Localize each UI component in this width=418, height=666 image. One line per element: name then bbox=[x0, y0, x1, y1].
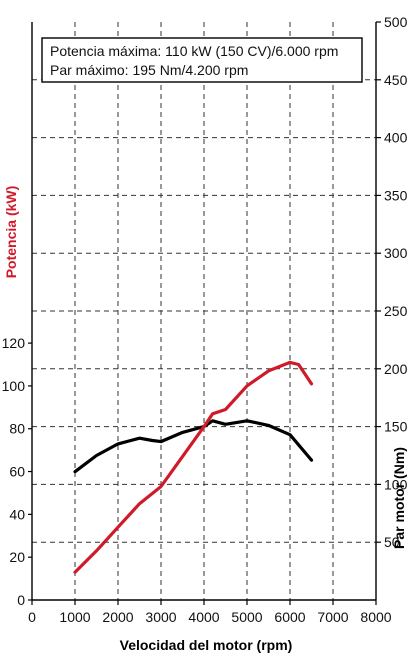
x-tick-label: 7000 bbox=[317, 609, 348, 625]
left-tick-label: 20 bbox=[9, 549, 25, 565]
right-tick-label: 200 bbox=[384, 361, 408, 377]
right-tick-label: 300 bbox=[384, 245, 408, 261]
left-axis-title: Potencia (kW) bbox=[3, 186, 19, 279]
right-tick-label: 350 bbox=[384, 187, 408, 203]
x-tick-label: 2000 bbox=[102, 609, 133, 625]
max-power-text: Potencia máxima: 110 kW (150 CV)/6.000 r… bbox=[50, 43, 338, 59]
right-tick-label: 250 bbox=[384, 303, 408, 319]
grid bbox=[32, 22, 376, 600]
x-tick-label: 4000 bbox=[188, 609, 219, 625]
power-curve-line bbox=[73, 360, 314, 574]
right-tick-label: 500 bbox=[384, 14, 408, 30]
left-tick-label: 0 bbox=[17, 592, 25, 608]
left-tick-label: 100 bbox=[2, 378, 26, 394]
right-tick-label: 150 bbox=[384, 419, 408, 435]
left-tick-label: 60 bbox=[9, 464, 25, 480]
right-axis-title: Par motor (Nm) bbox=[391, 447, 407, 549]
x-tick-label: 5000 bbox=[231, 609, 262, 625]
x-tick-label: 0 bbox=[28, 609, 36, 625]
right-tick-label: 400 bbox=[384, 130, 408, 146]
x-tick-label: 8000 bbox=[360, 609, 391, 625]
left-tick-label: 120 bbox=[2, 335, 26, 351]
annotation-box bbox=[41, 37, 363, 83]
x-axis-title: Velocidad del motor (rpm) bbox=[120, 637, 293, 653]
series-group bbox=[73, 360, 314, 574]
x-tick-label: 3000 bbox=[145, 609, 176, 625]
torque-curve-line bbox=[73, 419, 314, 474]
x-tick-label: 6000 bbox=[274, 609, 305, 625]
max-torque-text: Par máximo: 195 Nm/4.200 rpm bbox=[50, 62, 248, 78]
left-tick-label: 40 bbox=[9, 506, 25, 522]
x-tick-label: 1000 bbox=[59, 609, 90, 625]
right-tick-labels: 50 100 150 200 250 300 350 400 450 500 bbox=[376, 14, 408, 550]
x-tick-labels: 0 1000 2000 3000 4000 5000 6000 7000 8000 bbox=[28, 600, 392, 625]
right-tick-label: 450 bbox=[384, 72, 408, 88]
left-tick-label: 80 bbox=[9, 421, 25, 437]
right-tick-label: 50 bbox=[384, 534, 400, 550]
left-tick-labels: 0 20 40 60 80 100 120 bbox=[2, 335, 32, 608]
right-tick-label: 100 bbox=[384, 476, 408, 492]
